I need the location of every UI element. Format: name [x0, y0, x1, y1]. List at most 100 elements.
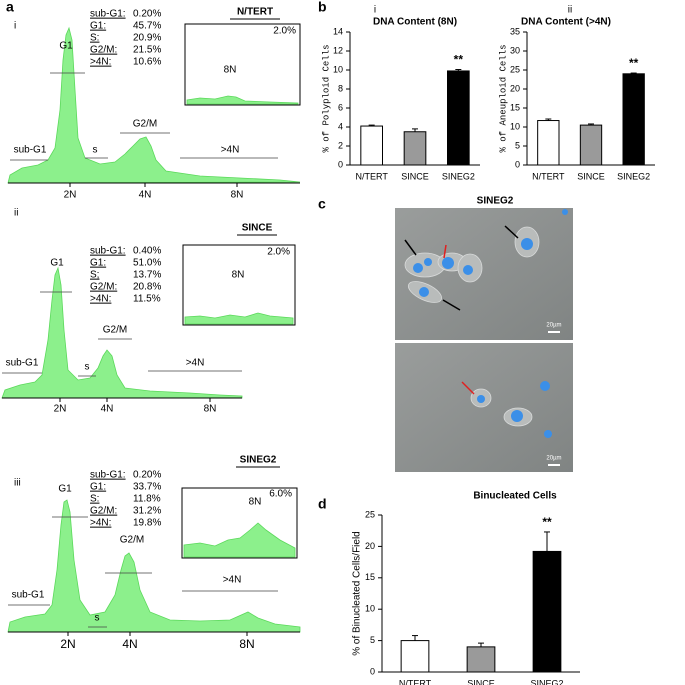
bar	[622, 73, 645, 166]
histogram-area	[1, 266, 243, 399]
histogram-panel: iii 2N 4N 8N G1 sub-G1 s G2/M >4N SINEG2…	[7, 455, 301, 651]
stat-value: 13.7%	[133, 270, 161, 281]
stat-label: G1:	[90, 258, 106, 269]
x-label: 8N	[239, 637, 254, 651]
y-tick-label: 15	[365, 572, 375, 582]
micrograph-title: SINEG2	[477, 196, 514, 207]
stat-value: 0.20%	[133, 470, 161, 481]
y-tick-label: 12	[333, 45, 343, 55]
panel-label: d	[318, 496, 327, 512]
gate-label: G1	[50, 258, 64, 269]
panel-label: a	[6, 0, 14, 15]
stat-label: G2/M:	[90, 282, 117, 293]
x-label: 8N	[204, 404, 217, 415]
x-label: 4N	[101, 404, 114, 415]
y-tick-label: 15	[510, 102, 520, 112]
gate-label: s	[93, 145, 98, 156]
y-tick-label: 20	[510, 83, 520, 93]
stat-value: 19.8%	[133, 518, 161, 529]
inset-percent: 2.0%	[267, 247, 290, 258]
y-tick-label: 14	[333, 26, 343, 36]
gate-label: sub-G1	[12, 590, 45, 601]
y-tick-label: 0	[338, 159, 343, 169]
stat-label: S:	[90, 494, 99, 505]
gate-label: >4N	[221, 145, 240, 156]
y-tick-label: 2	[338, 140, 343, 150]
panel-label: b	[318, 0, 327, 15]
x-label: 4N	[122, 637, 137, 651]
x-tick-label: SINCE	[401, 171, 429, 181]
y-tick-label: 30	[510, 45, 520, 55]
subpanel-label: ii	[568, 5, 572, 16]
y-tick-label: 25	[365, 509, 375, 519]
histogram-area	[7, 499, 301, 633]
inset-area	[183, 522, 296, 558]
stat-value: 20.9%	[133, 33, 161, 44]
gate-label: G2/M	[120, 535, 144, 546]
stat-value: 0.40%	[133, 246, 161, 257]
sample-title: SINCE	[242, 223, 273, 234]
stat-value: 0.20%	[133, 9, 161, 20]
x-tick-label: N/TERT	[355, 171, 388, 181]
stat-value: 10.6%	[133, 57, 161, 68]
stat-value: 21.5%	[133, 45, 161, 56]
gate-label: >4N	[186, 358, 205, 369]
bar	[579, 124, 603, 166]
stat-label: >4N:	[90, 57, 111, 68]
chart-title: Binucleated Cells	[473, 491, 557, 502]
roman: i	[14, 21, 16, 32]
significance: **	[454, 53, 464, 67]
scale-bar-label: 20µm	[546, 456, 561, 462]
gate-label: G1	[59, 41, 73, 52]
stat-value: 51.0%	[133, 258, 161, 269]
y-axis-label: % of Binucleated Cells/Field	[352, 531, 363, 656]
bar	[447, 70, 470, 166]
bar	[537, 120, 560, 166]
y-tick-label: 6	[338, 102, 343, 112]
stat-value: 20.8%	[133, 282, 161, 293]
significance: **	[542, 515, 552, 529]
y-axis-label: % of Aneuploid Cells	[498, 44, 508, 152]
stat-value: 31.2%	[133, 506, 161, 517]
y-tick-label: 20	[365, 541, 375, 551]
inset-label: 8N	[249, 497, 262, 508]
gate-label: sub-G1	[6, 358, 39, 369]
x-tick-label: SINCE	[467, 678, 495, 685]
scale-bar-label: 20µm	[546, 323, 561, 329]
gate-label: G2/M	[103, 325, 127, 336]
stat-label: sub-G1:	[90, 470, 126, 481]
x-tick-label: SINEG2	[442, 171, 475, 181]
inset	[184, 23, 301, 106]
inset	[182, 244, 296, 326]
sample-title: SINEG2	[240, 455, 277, 466]
inset-percent: 2.0%	[273, 26, 296, 37]
stat-label: S;	[90, 270, 99, 281]
chart-title: DNA Content (8N)	[373, 17, 457, 28]
stat-label: G1:	[90, 482, 106, 493]
inset-label: 8N	[232, 270, 245, 281]
panel-label: c	[318, 196, 326, 212]
stat-value: 11.5%	[133, 294, 161, 305]
bar	[466, 646, 496, 673]
y-tick-label: 10	[333, 64, 343, 74]
x-label: 8N	[231, 190, 244, 201]
y-tick-label: 0	[515, 159, 520, 169]
x-tick-label: SINCE	[577, 171, 605, 181]
stat-value: 33.7%	[133, 482, 161, 493]
inset-percent: 6.0%	[269, 489, 292, 500]
bar	[532, 550, 562, 673]
gate-label: s	[85, 362, 90, 373]
stat-label: G2/M:	[90, 506, 117, 517]
histogram-area	[7, 26, 301, 184]
x-label: 2N	[54, 404, 67, 415]
stat-label: G2/M:	[90, 45, 117, 56]
subpanel-label: i	[374, 5, 376, 16]
bar	[400, 640, 430, 673]
inset-area	[186, 95, 299, 105]
stat-value: 45.7%	[133, 21, 161, 32]
roman: iii	[14, 478, 21, 489]
stat-label: sub-G1:	[90, 246, 126, 257]
y-tick-label: 35	[510, 26, 520, 36]
stat-value: 11.8%	[133, 494, 161, 505]
